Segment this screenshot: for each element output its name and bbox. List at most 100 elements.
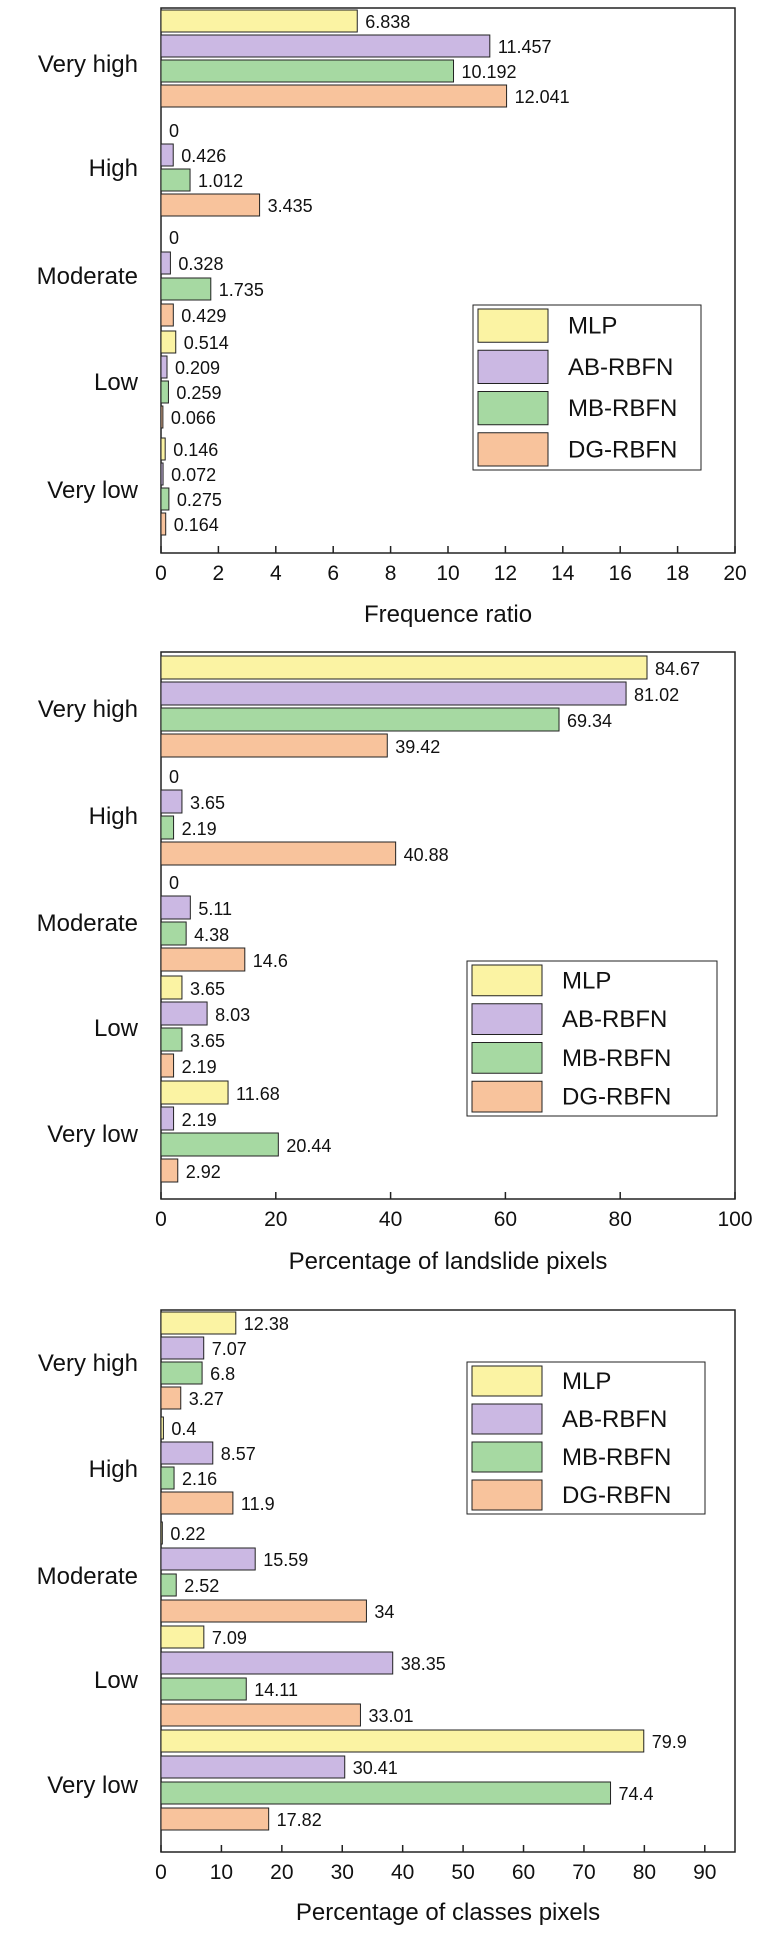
bar-dg-rbfn-very-low [160,512,167,536]
bar-mb-rbfn-moderate [160,921,187,946]
bar-ab-rbfn-very-high [160,1336,205,1360]
data-label-dg-rbfn-moderate: 14.6 [253,951,288,971]
data-label-dg-rbfn-moderate: 34 [374,1602,394,1622]
category-label-low: Low [94,1015,139,1042]
category-label-very-high: Very high [38,1350,138,1377]
data-label-mlp-moderate: 0 [169,228,179,248]
x-tick-label: 100 [717,1208,752,1231]
bar-mlp-very-low [160,1729,645,1753]
data-label-mlp-very-low: 11.68 [236,1084,280,1104]
x-axis-title: Frequence ratio [364,601,532,628]
data-label-mlp-very-low: 79.9 [652,1732,687,1752]
x-tick-label: 80 [609,1208,632,1231]
data-label-ab-rbfn-low: 38.35 [401,1654,446,1674]
category-label-high: High [89,1456,138,1483]
data-label-mlp-high: 0 [169,767,179,787]
bar-ab-rbfn-high [160,143,174,167]
x-tick-label: 40 [391,1861,414,1884]
bar-ab-rbfn-low [160,1001,208,1026]
legend-label-mlp: MLP [568,313,617,340]
data-label-mb-rbfn-moderate: 2.52 [184,1576,219,1596]
data-label-ab-rbfn-very-high: 7.07 [212,1339,247,1359]
bar-mlp-very-low [160,1080,229,1105]
data-label-ab-rbfn-very-low: 2.19 [182,1110,217,1130]
data-label-dg-rbfn-high: 3.435 [268,196,313,216]
x-axis-title: Percentage of classes pixels [296,1899,600,1926]
category-label-very-high: Very high [38,696,138,723]
data-label-ab-rbfn-very-low: 30.41 [353,1758,398,1778]
legend-label-mlp: MLP [562,1368,611,1395]
data-label-mlp-very-high: 12.38 [244,1314,289,1334]
legend-swatch-dg-rbfn [471,1479,543,1511]
legend-swatch-ab-rbfn [471,1403,543,1435]
legend-swatch-mb-rbfn [471,1042,543,1074]
x-tick-label: 0 [155,1208,167,1231]
bar-dg-rbfn-very-high [160,1386,182,1410]
legend: MLP AB-RBFN MB-RBFN DG-RBFN [466,1361,706,1515]
x-tick-label: 20 [723,562,746,585]
category-label-low: Low [94,369,139,396]
x-tick-label: 2 [213,562,225,585]
x-tick-label: 40 [379,1208,402,1231]
data-label-dg-rbfn-very-high: 39.42 [395,737,440,757]
bar-mb-rbfn-low [160,380,169,404]
chart-panel-2: 0 20 40 60 80 100 Very high High Moderate Low Very… [37,651,753,1275]
data-label-mb-rbfn-very-high: 69.34 [567,711,612,731]
bar-mb-rbfn-high [160,815,175,840]
x-tick-label: 30 [331,1861,354,1884]
legend-swatch-mlp [477,308,549,343]
data-label-dg-rbfn-low: 0.066 [171,408,216,428]
data-label-mb-rbfn-high: 2.16 [182,1469,217,1489]
data-label-mlp-moderate: 0.22 [170,1524,205,1544]
bar-mb-rbfn-very-low [160,1781,612,1805]
bar-dg-rbfn-very-low [160,1158,179,1183]
data-label-mb-rbfn-very-low: 0.275 [177,490,222,510]
x-tick-label: 60 [494,1208,517,1231]
bar-mb-rbfn-moderate [160,277,212,301]
x-tick-label: 18 [666,562,689,585]
legend-swatch-mlp [471,964,543,997]
chart-panel-1: 0 2 4 6 8 10 12 14 16 18 20 Very high High Moderate Lo… [37,7,747,628]
data-label-dg-rbfn-low: 33.01 [368,1706,413,1726]
data-label-dg-rbfn-very-low: 0.164 [174,515,219,535]
bar-dg-rbfn-very-low [160,1807,270,1831]
legend-label-dg-rbfn: DG-RBFN [562,1482,671,1509]
data-label-dg-rbfn-very-high: 12.041 [515,87,570,107]
x-tick-label: 70 [572,1861,595,1884]
bar-ab-rbfn-moderate [160,895,191,920]
x-tick-label: 0 [155,1861,167,1884]
x-tick-label: 10 [210,1861,233,1884]
x-tick-label: 8 [385,562,397,585]
bar-dg-rbfn-low [160,1053,175,1078]
bar-dg-rbfn-high [160,841,397,866]
category-label-moderate: Moderate [37,910,138,937]
bar-mb-rbfn-low [160,1027,183,1052]
legend: MLP AB-RBFN MB-RBFN DG-RBFN [466,960,718,1117]
legend-label-ab-rbfn: AB-RBFN [562,1406,667,1433]
category-label-moderate: Moderate [37,263,138,290]
data-label-ab-rbfn-moderate: 15.59 [263,1550,308,1570]
category-label-very-high: Very high [38,51,138,78]
bar-dg-rbfn-moderate [160,303,174,327]
category-label-high: High [89,803,138,830]
category-label-very-low: Very low [47,1121,138,1148]
data-label-ab-rbfn-very-low: 0.072 [171,465,216,485]
data-label-dg-rbfn-moderate: 0.429 [181,306,226,326]
x-tick-label: 4 [270,562,282,585]
legend-label-mb-rbfn: MB-RBFN [562,1444,671,1471]
bar-mb-rbfn-low [160,1677,247,1701]
bar-ab-rbfn-low [160,355,168,379]
bar-mlp-low [160,330,177,354]
legend-label-dg-rbfn: DG-RBFN [562,1084,671,1111]
category-label-low: Low [94,1667,139,1694]
data-label-ab-rbfn-very-high: 11.457 [498,37,552,57]
legend-swatch-ab-rbfn [471,1003,543,1035]
data-label-mlp-high: 0.4 [171,1419,196,1439]
bar-mb-rbfn-very-high [160,59,455,83]
bar-mb-rbfn-very-low [160,487,170,511]
bar-dg-rbfn-high [160,193,261,217]
data-label-dg-rbfn-very-low: 17.82 [277,1810,322,1830]
bar-mlp-very-high [160,1311,237,1335]
data-label-mlp-very-high: 6.838 [365,12,410,32]
bar-mlp-low [160,1625,205,1649]
